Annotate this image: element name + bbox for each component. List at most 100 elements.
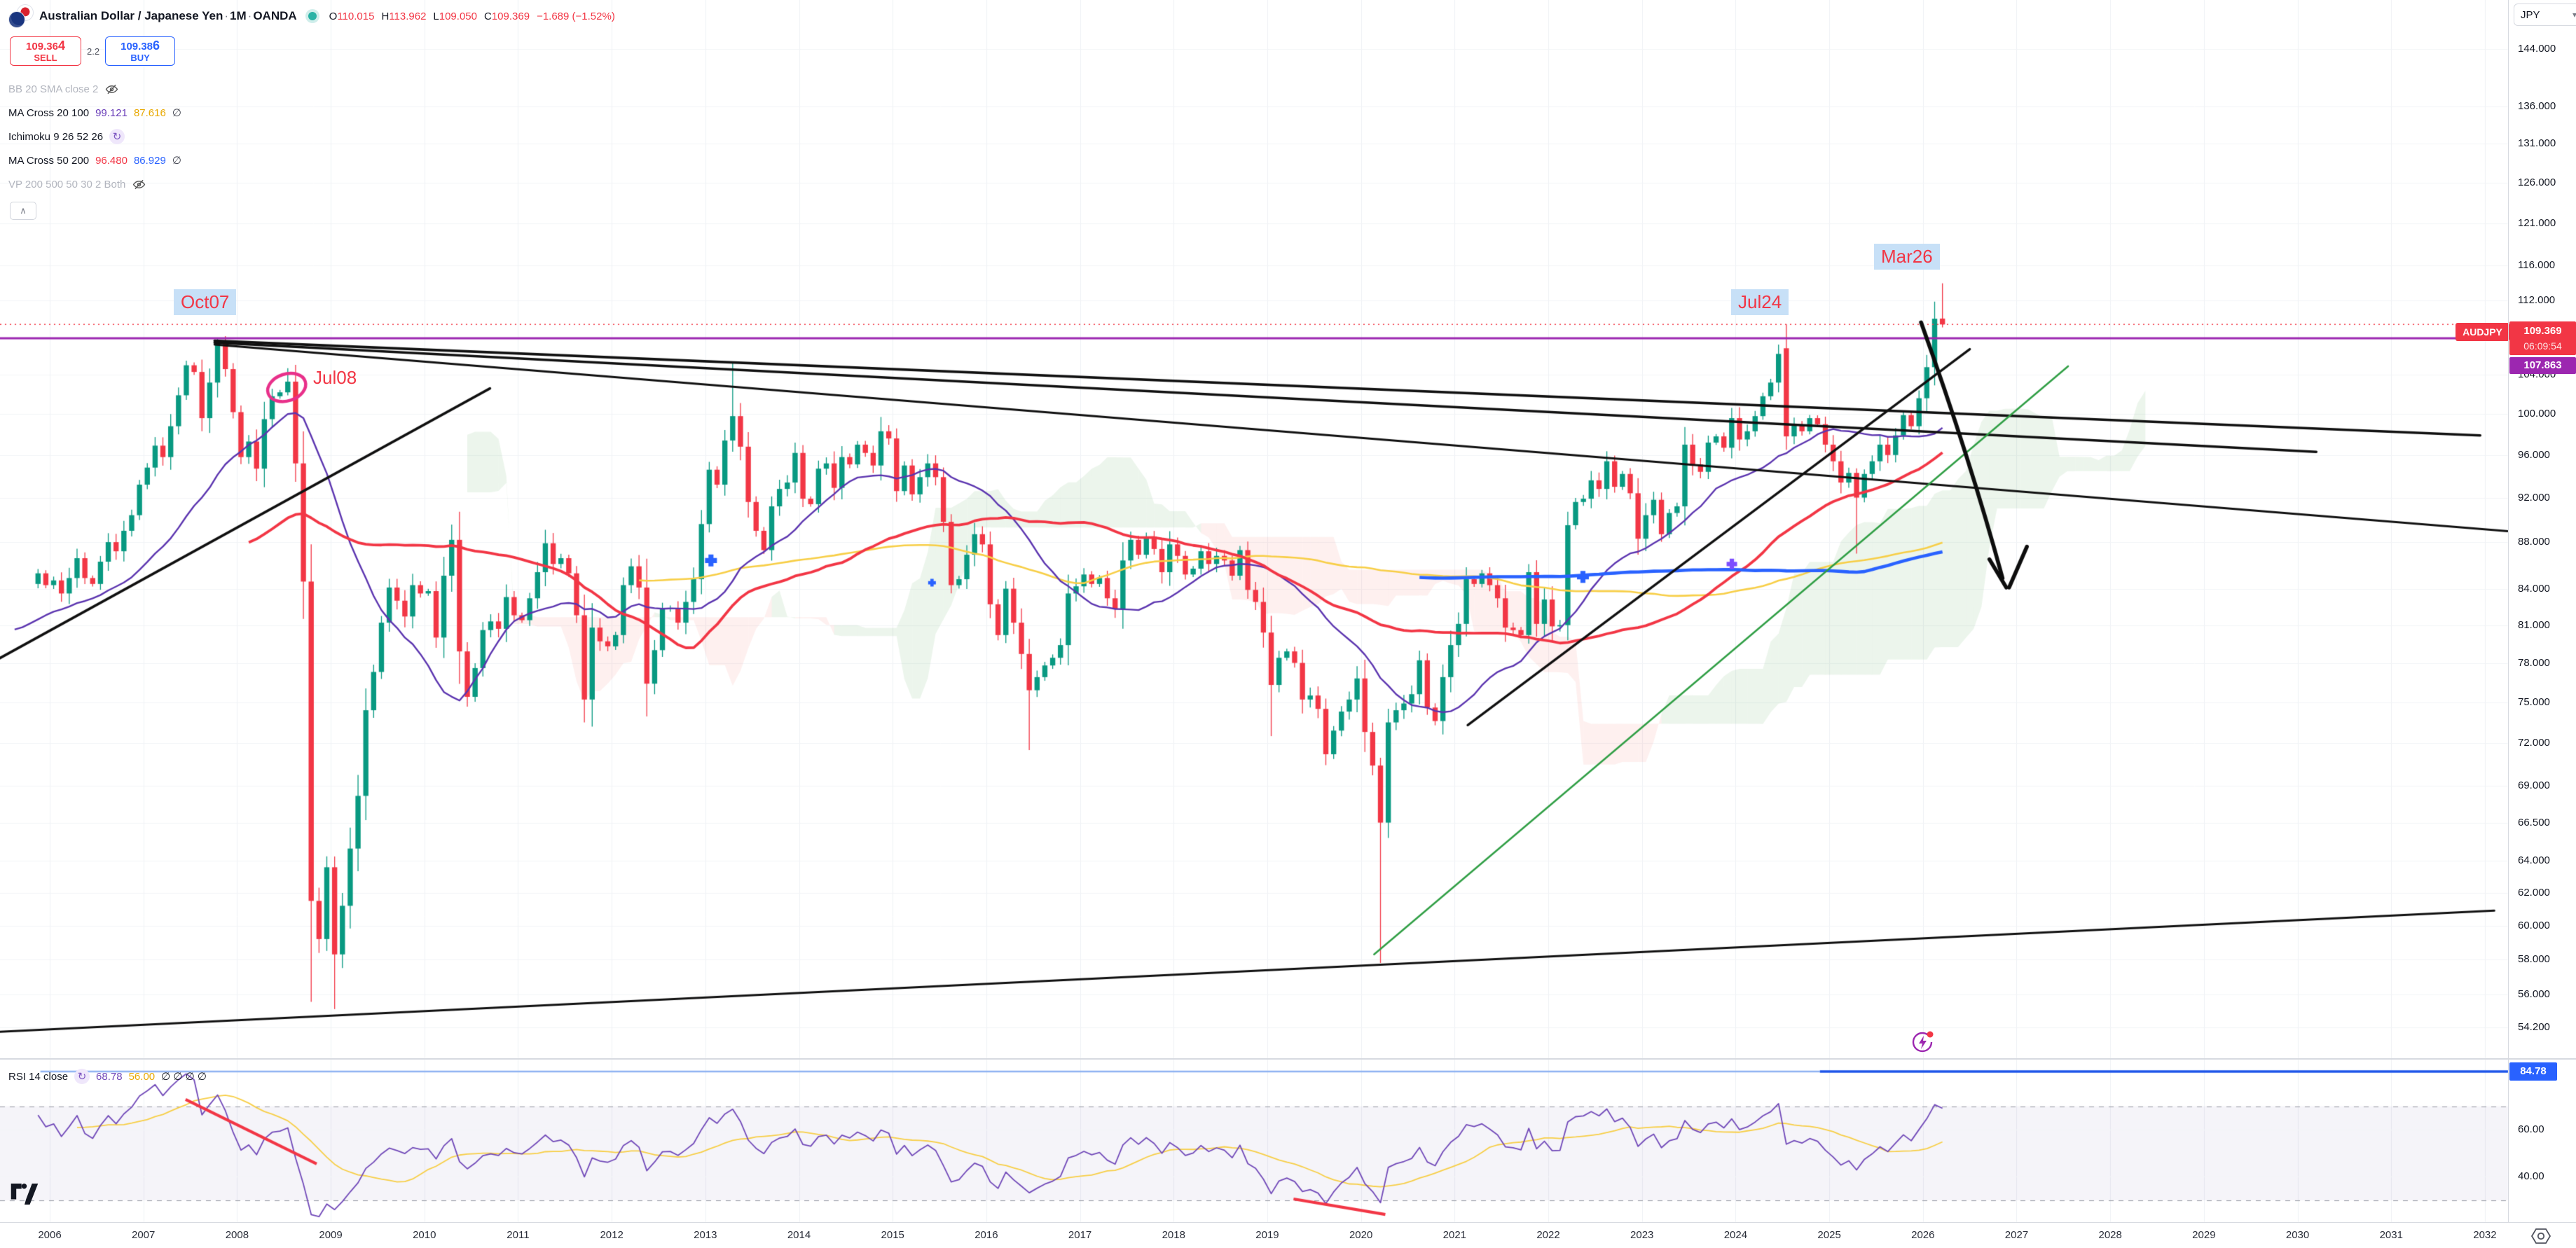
year-label-2020[interactable]: 2020 — [1349, 1229, 1373, 1241]
price-tick: 100.000 — [2518, 408, 2556, 420]
pane-separator[interactable] — [0, 1058, 2576, 1060]
sell-button[interactable]: 109.364 SELL — [10, 36, 81, 66]
year-label-2015[interactable]: 2015 — [881, 1229, 904, 1241]
year-label-2010[interactable]: 2010 — [413, 1229, 436, 1241]
indicator-row-4[interactable]: VP 200 500 50 30 2 Both — [8, 172, 181, 196]
symbol-title[interactable]: Australian Dollar / Japanese Yen · 1M · OAND… — [39, 9, 297, 22]
price-tick: 75.000 — [2518, 695, 2550, 708]
indicator-legend: BB 20 SMA close 2 MA Cross 20 100 99.121 87… — [8, 77, 181, 196]
year-label-2018[interactable]: 2018 — [1162, 1229, 1185, 1241]
indicator-label: BB 20 SMA close 2 — [8, 83, 99, 95]
year-label-2027[interactable]: 2027 — [2004, 1229, 2029, 1241]
year-label-2026[interactable]: 2026 — [1911, 1229, 1935, 1241]
indicator-value: 87.616 — [133, 106, 166, 119]
rsi-legend-label[interactable]: RSI 14 close — [8, 1070, 69, 1083]
indicator-row-0[interactable]: BB 20 SMA close 2 — [8, 77, 181, 101]
trade-panel: 109.364 SELL 2.2 109.386 BUY — [10, 36, 176, 66]
price-tick: 72.000 — [2518, 736, 2550, 749]
ohlc-values: O110.015 H113.962 L109.050 C109.369 −1.6… — [329, 10, 615, 22]
rsi-value: 68.78 — [96, 1070, 123, 1083]
price-tick: 81.000 — [2518, 618, 2550, 631]
change-value: −1.689 (−1.52%) — [537, 10, 615, 22]
year-label-2016[interactable]: 2016 — [974, 1229, 998, 1241]
year-label-2031[interactable]: 2031 — [2379, 1229, 2403, 1241]
rsi-level-badge: 84.78 — [2509, 1062, 2557, 1081]
price-tick: 60.000 — [2518, 919, 2550, 931]
year-label-2030[interactable]: 2030 — [2285, 1229, 2310, 1241]
year-label-2023[interactable]: 2023 — [1630, 1229, 1654, 1241]
year-label-2011[interactable]: 2011 — [507, 1229, 530, 1241]
year-label-2006[interactable]: 2006 — [38, 1229, 62, 1241]
year-label-2024[interactable]: 2024 — [1723, 1229, 1748, 1241]
price-tick: 116.000 — [2518, 259, 2556, 272]
currency-selector[interactable]: JPY ▾ — [2514, 4, 2576, 26]
year-label-2019[interactable]: 2019 — [1255, 1229, 1279, 1241]
year-label-2014[interactable]: 2014 — [787, 1229, 811, 1241]
symbol-flags-icon[interactable] — [8, 4, 34, 28]
indicator-empty-value: ∅ — [172, 107, 181, 119]
indicator-row-2[interactable]: Ichimoku 9 26 52 26 ↻ — [8, 125, 181, 148]
price-tick: 88.000 — [2518, 536, 2550, 548]
indicator-value: 96.480 — [95, 154, 128, 167]
price-tick: 121.000 — [2518, 216, 2556, 229]
market-status-icon[interactable] — [308, 12, 317, 20]
current-price-badge: 109.369 06:09:54 — [2509, 321, 2576, 355]
annotation-jul08[interactable]: Jul08 — [313, 367, 357, 388]
axis-separator[interactable] — [2508, 0, 2509, 1222]
eye-off-icon[interactable] — [132, 177, 146, 191]
indicator-value: 99.121 — [95, 106, 128, 119]
open-value: 110.015 — [337, 10, 375, 22]
rsi-legend: RSI 14 close ↻ 68.78 56.00 ∅ ∅ ∅ ∅ — [8, 1069, 207, 1084]
symbol-price-tag: AUDJPY — [2456, 323, 2509, 341]
exchange-label: OANDA — [253, 9, 297, 22]
year-label-2032[interactable]: 2032 — [2473, 1229, 2497, 1241]
indicator-row-3[interactable]: MA Cross 50 200 96.480 86.929 ∅ — [8, 148, 181, 172]
year-label-2017[interactable]: 2017 — [1068, 1229, 1092, 1241]
indicator-label: MA Cross 20 100 — [8, 106, 90, 119]
axis-settings-icon[interactable] — [2530, 1228, 2551, 1248]
indicator-value: 86.929 — [133, 154, 166, 167]
buy-button[interactable]: 109.386 BUY — [105, 36, 176, 66]
eye-off-icon[interactable] — [104, 82, 118, 96]
year-label-2012[interactable]: 2012 — [600, 1229, 624, 1241]
annotation-mar26[interactable]: Mar26 — [1874, 244, 1940, 270]
chart-header: Australian Dollar / Japanese Yen · 1M · OAND… — [8, 4, 615, 28]
level-price-badge: 107.863 — [2509, 357, 2576, 374]
indicator-label: VP 200 500 50 30 2 Both — [8, 178, 126, 190]
legend-collapse-button[interactable]: ∧ — [10, 202, 36, 220]
bar-countdown: 06:09:54 — [2523, 340, 2562, 352]
indicator-row-1[interactable]: MA Cross 20 100 99.121 87.616 ∅ — [8, 101, 181, 125]
year-label-2025[interactable]: 2025 — [1817, 1229, 1841, 1241]
year-label-2009[interactable]: 2009 — [319, 1229, 343, 1241]
year-label-2013[interactable]: 2013 — [694, 1229, 717, 1241]
year-label-2022[interactable]: 2022 — [1536, 1229, 1560, 1241]
rsi-empty-values: ∅ ∅ ∅ ∅ — [161, 1071, 207, 1083]
chevron-down-icon: ▾ — [2572, 10, 2576, 20]
price-tick: 64.000 — [2518, 854, 2550, 867]
lightning-icon[interactable] — [1910, 1028, 1936, 1055]
australia-flag-icon — [8, 11, 25, 28]
year-label-2008[interactable]: 2008 — [225, 1229, 249, 1241]
price-tick: 58.000 — [2518, 953, 2550, 966]
year-label-2029[interactable]: 2029 — [2192, 1229, 2216, 1241]
rsi-tick: 60.00 — [2518, 1123, 2544, 1136]
refresh-icon[interactable]: ↻ — [74, 1069, 90, 1084]
rsi-ma-value: 56.00 — [128, 1070, 156, 1083]
price-tick: 144.000 — [2518, 43, 2556, 55]
price-tick: 69.000 — [2518, 779, 2550, 791]
price-tick: 131.000 — [2518, 137, 2556, 150]
timeframe-label: 1M — [230, 9, 247, 22]
indicator-label: Ichimoku 9 26 52 26 — [8, 130, 104, 143]
tradingview-logo[interactable] — [10, 1184, 39, 1208]
year-label-2028[interactable]: 2028 — [2098, 1229, 2122, 1241]
price-tick: 96.000 — [2518, 448, 2550, 461]
price-tick: 56.000 — [2518, 988, 2550, 1001]
annotation-oct07[interactable]: Oct07 — [174, 289, 237, 315]
indicator-empty-value: ∅ — [172, 155, 181, 167]
refresh-icon[interactable]: ↻ — [109, 129, 125, 144]
year-label-2021[interactable]: 2021 — [1442, 1229, 1467, 1241]
year-label-2007[interactable]: 2007 — [132, 1229, 156, 1241]
annotation-jul24[interactable]: Jul24 — [1731, 289, 1789, 315]
price-tick: 66.500 — [2518, 816, 2550, 828]
